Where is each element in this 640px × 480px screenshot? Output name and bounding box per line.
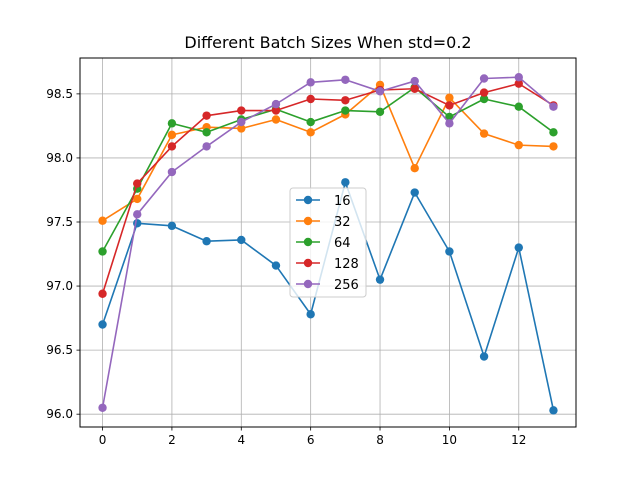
data-point [549,406,558,415]
data-point [167,167,177,177]
data-point [479,74,489,83]
data-point [445,119,454,128]
data-point [341,75,350,84]
x-tick-label: 12 [511,433,526,447]
data-point [271,99,281,109]
data-point [341,178,350,187]
series-line-128 [101,82,554,294]
data-point [479,94,489,104]
legend-marker-128 [303,258,313,268]
data-point [514,79,523,88]
data-point [167,142,177,151]
data-point [167,130,177,140]
y-tick-label: 97.5 [46,215,73,229]
data-point [271,261,281,270]
series-line-32 [102,84,554,222]
plot-frame [79,57,577,428]
legend-box [289,187,367,298]
data-point [410,76,419,86]
data-point [306,78,315,87]
data-point [98,289,107,298]
y-tick-label: 96.0 [46,407,73,421]
data-point [549,102,558,111]
legend-label-64: 64 [334,236,351,251]
data-point [98,403,107,412]
data-point [479,88,489,97]
data-point [271,115,281,124]
x-tick-label: 10 [442,433,457,447]
data-point [202,237,211,246]
data-point [375,275,385,284]
legend-marker-256 [303,279,313,289]
axis-ticks: 0 2 4 6 8 10 12 96.0 96.5 97.0 97.5 98.0 98.5 [46,87,526,447]
data-point [167,119,177,128]
data-point [514,102,523,111]
legend-label-32: 32 [334,215,351,230]
data-point [445,93,454,102]
legend: 16 32 64 128 256 [289,187,367,298]
data-point [237,117,246,127]
series-256 [98,73,558,412]
chart-title: Different Batch Sizes When std=0.2 [184,33,471,52]
data-point [514,243,523,252]
data-point [445,247,454,256]
data-point [202,111,211,120]
data-point [375,107,385,117]
data-point [479,129,489,138]
data-point [445,112,454,122]
data-point [375,87,385,96]
data-point [341,96,350,105]
data-point [514,140,523,150]
data-point [133,194,142,204]
legend-marker-32 [303,216,313,226]
data-point [410,188,419,197]
x-tick-label: 2 [168,433,176,447]
data-point [445,101,454,110]
x-tick-label: 8 [376,433,384,447]
data-point [133,179,142,188]
data-point [133,210,142,219]
data-point [237,235,246,245]
legend-label-256: 256 [334,278,359,293]
data-point [237,124,246,133]
data-point [410,84,419,93]
data-point [306,128,315,137]
data-point [479,352,489,361]
data-point [514,73,523,82]
y-tick-label: 97.0 [46,279,73,293]
x-tick-label: 6 [307,433,315,447]
y-tick-label: 98.5 [46,87,73,101]
data-point [98,320,107,329]
legend-marker-64 [303,237,313,247]
data-point [202,142,211,151]
data-point [306,94,315,104]
legend-label-16: 16 [334,194,351,209]
data-point [202,128,211,137]
data-point [167,221,177,231]
data-point [306,117,315,127]
legend-label-128: 128 [334,257,359,272]
data-point [98,247,107,256]
x-tick-label: 0 [99,433,107,447]
data-point [341,106,350,115]
x-tick-label: 4 [237,433,245,447]
series-line-256 [101,76,554,408]
data-point [410,163,419,173]
data-point [271,106,281,115]
data-point [306,310,315,319]
data-point [98,216,107,225]
data-point [549,142,558,151]
legend-marker-16 [303,195,313,205]
data-point [549,128,558,137]
y-tick-label: 98.0 [46,151,73,165]
y-tick-label: 96.5 [46,343,73,357]
series-line-64 [101,86,554,252]
data-point [237,106,246,115]
